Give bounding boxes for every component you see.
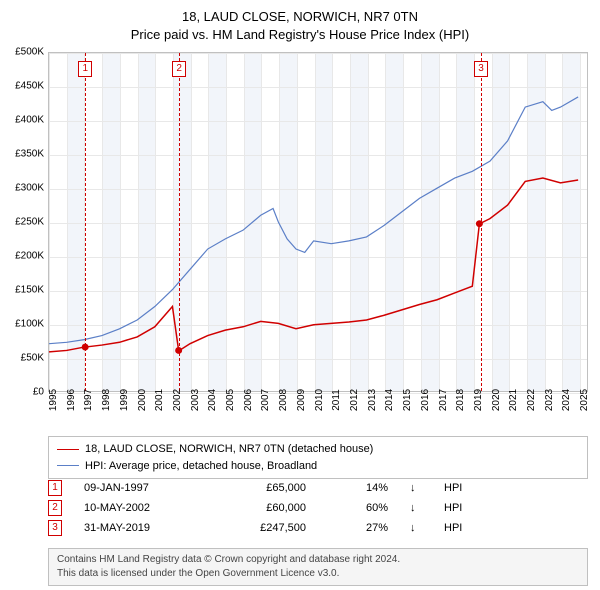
x-tick-label: 2021 (508, 389, 519, 411)
x-tick-label: 2001 (154, 389, 165, 411)
x-tick-label: 2015 (402, 389, 413, 411)
y-axis: £0£50K£100K£150K£200K£250K£300K£350K£400… (0, 52, 46, 392)
y-tick-label: £300K (15, 183, 44, 194)
x-tick-label: 2018 (455, 389, 466, 411)
event-pct: 60% (328, 502, 388, 514)
legend-label: HPI: Average price, detached house, Broa… (85, 458, 317, 475)
event-number: 2 (48, 500, 62, 516)
event-price: £60,000 (216, 502, 306, 514)
event-marker: 1 (78, 61, 92, 77)
x-tick-label: 2002 (172, 389, 183, 411)
x-tick-label: 2022 (526, 389, 537, 411)
y-tick-label: £400K (15, 115, 44, 126)
y-tick-label: £450K (15, 81, 44, 92)
chart-container: 18, LAUD CLOSE, NORWICH, NR7 0TN Price p… (0, 0, 600, 590)
event-row: 3 31-MAY-2019 £247,500 27% ↓ HPI (48, 518, 588, 538)
y-tick-label: £350K (15, 149, 44, 160)
y-tick-label: £50K (21, 353, 44, 364)
event-pct: 14% (328, 482, 388, 494)
x-tick-label: 2020 (491, 389, 502, 411)
y-tick-label: £500K (15, 47, 44, 58)
down-arrow-icon: ↓ (410, 522, 422, 534)
y-tick-label: £100K (15, 319, 44, 330)
footer-line-2: This data is licensed under the Open Gov… (57, 567, 579, 581)
event-line (85, 53, 86, 391)
x-tick-label: 2012 (349, 389, 360, 411)
event-hpi-label: HPI (444, 522, 462, 534)
title-line-1: 18, LAUD CLOSE, NORWICH, NR7 0TN (0, 8, 600, 26)
down-arrow-icon: ↓ (410, 482, 422, 494)
x-tick-label: 2023 (544, 389, 555, 411)
legend-label: 18, LAUD CLOSE, NORWICH, NR7 0TN (detach… (85, 441, 373, 458)
x-tick-label: 2011 (331, 389, 342, 411)
event-price: £247,500 (216, 522, 306, 534)
title-line-2: Price paid vs. HM Land Registry's House … (0, 26, 600, 44)
event-marker: 3 (474, 61, 488, 77)
event-date: 31-MAY-2019 (84, 522, 194, 534)
y-tick-label: £200K (15, 251, 44, 262)
y-tick-label: £150K (15, 285, 44, 296)
series-price_paid (49, 178, 578, 352)
x-tick-label: 2005 (225, 389, 236, 411)
footer-attribution: Contains HM Land Registry data © Crown c… (48, 548, 588, 586)
y-tick-label: £0 (33, 387, 44, 398)
event-line (481, 53, 482, 391)
x-tick-label: 1997 (83, 389, 94, 411)
x-tick-label: 2010 (314, 389, 325, 411)
legend-swatch (57, 449, 79, 450)
legend-item: HPI: Average price, detached house, Broa… (57, 458, 579, 475)
events-table: 1 09-JAN-1997 £65,000 14% ↓ HPI 2 10-MAY-2002 £6… (48, 478, 588, 538)
x-tick-label: 2009 (296, 389, 307, 411)
x-tick-label: 2008 (278, 389, 289, 411)
x-tick-label: 2014 (384, 389, 395, 411)
series-hpi (49, 97, 578, 344)
chart-title: 18, LAUD CLOSE, NORWICH, NR7 0TN Price p… (0, 0, 600, 44)
plot-area: 1 2 3 (48, 52, 588, 392)
x-tick-label: 2000 (137, 389, 148, 411)
event-hpi-label: HPI (444, 482, 462, 494)
event-row: 2 10-MAY-2002 £60,000 60% ↓ HPI (48, 498, 588, 518)
footer-line-1: Contains HM Land Registry data © Crown c… (57, 553, 579, 567)
event-pct: 27% (328, 522, 388, 534)
x-tick-label: 2006 (243, 389, 254, 411)
x-tick-label: 2019 (473, 389, 484, 411)
event-date: 10-MAY-2002 (84, 502, 194, 514)
x-tick-label: 2016 (420, 389, 431, 411)
event-marker: 2 (172, 61, 186, 77)
legend-swatch (57, 465, 79, 466)
event-number: 1 (48, 480, 62, 496)
event-hpi-label: HPI (444, 502, 462, 514)
x-tick-label: 1996 (66, 389, 77, 411)
x-tick-label: 1999 (119, 389, 130, 411)
x-tick-label: 2024 (561, 389, 572, 411)
x-tick-label: 2007 (260, 389, 271, 411)
x-tick-label: 2003 (190, 389, 201, 411)
chart-svg (49, 53, 587, 391)
event-row: 1 09-JAN-1997 £65,000 14% ↓ HPI (48, 478, 588, 498)
x-tick-label: 2004 (207, 389, 218, 411)
x-tick-label: 2017 (438, 389, 449, 411)
event-line (179, 53, 180, 391)
event-date: 09-JAN-1997 (84, 482, 194, 494)
event-price: £65,000 (216, 482, 306, 494)
x-tick-label: 1998 (101, 389, 112, 411)
legend-item: 18, LAUD CLOSE, NORWICH, NR7 0TN (detach… (57, 441, 579, 458)
event-number: 3 (48, 520, 62, 536)
x-tick-label: 2025 (579, 389, 590, 411)
x-tick-label: 2013 (367, 389, 378, 411)
x-tick-label: 1995 (48, 389, 59, 411)
down-arrow-icon: ↓ (410, 502, 422, 514)
legend: 18, LAUD CLOSE, NORWICH, NR7 0TN (detach… (48, 436, 588, 479)
x-axis: 1995199619971998199920002001200220032004… (48, 396, 588, 436)
y-tick-label: £250K (15, 217, 44, 228)
